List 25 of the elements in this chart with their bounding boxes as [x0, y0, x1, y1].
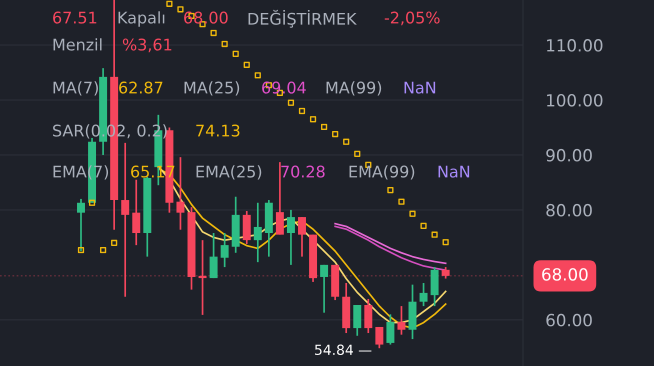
- annotation: MA(7): [54, 81, 98, 96]
- annotation: MA(99): [326, 81, 382, 96]
- annotation: MA(25): [184, 81, 240, 96]
- annotation: NaN: [438, 166, 470, 178]
- y-tick-label: 100.00: [547, 94, 602, 107]
- annotation: EMA(25): [196, 165, 262, 180]
- annotation: 67.51: [53, 12, 96, 24]
- y-tick-label: 60.00: [546, 314, 592, 326]
- annotation: 74.13: [196, 124, 240, 137]
- y-tick-label: 110.00: [547, 39, 602, 52]
- annotation: 54.84 —: [315, 344, 372, 356]
- annotation: EMA(99): [350, 165, 414, 180]
- annotation: DEĞİŞTİRMEK: [248, 10, 357, 28]
- annotation: -2,05%: [384, 12, 440, 26]
- annotation: 68.00: [184, 12, 228, 24]
- annotation: %3,61: [122, 38, 172, 52]
- y-tick-label: 90.00: [546, 148, 592, 162]
- annotation: 62.87: [119, 82, 162, 94]
- ref-line-label: 68.00: [542, 268, 588, 281]
- annotation: 69.04: [262, 82, 306, 94]
- annotation: Menzil: [54, 38, 102, 51]
- y-tick-label: 80.00: [546, 204, 592, 216]
- annotation: NaN: [404, 82, 436, 94]
- annotation: Kapalı: [118, 11, 164, 27]
- annotation: 70.28: [281, 166, 325, 178]
